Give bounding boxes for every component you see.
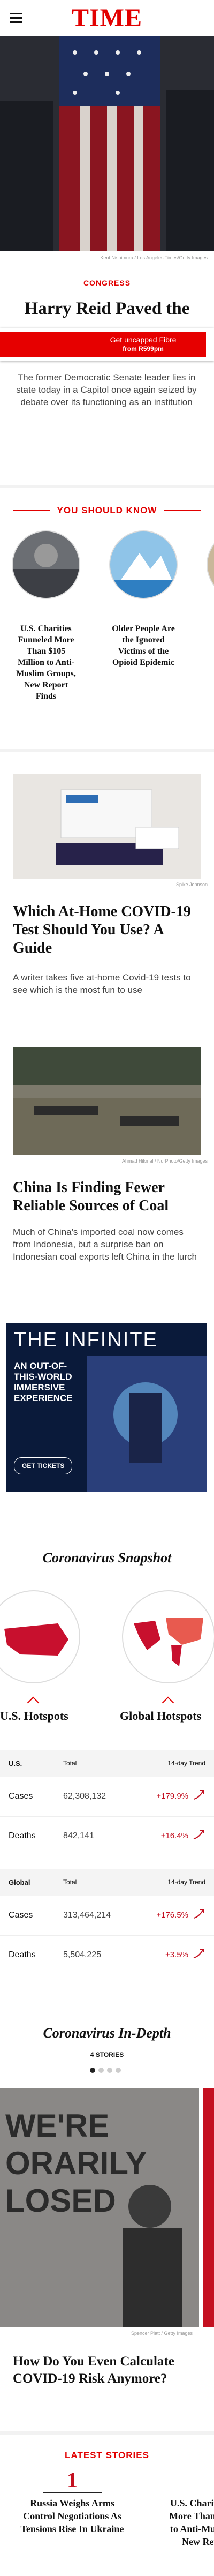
- story-title[interactable]: U.S. Charities Funneled More Than $105 M…: [169, 2498, 214, 2547]
- logo[interactable]: TIME: [71, 4, 142, 32]
- ad-copy: Get uncapped Fibre from R599pm: [80, 332, 206, 357]
- photo-credit: Spike Johnson: [175, 882, 208, 887]
- story-thumb[interactable]: [109, 530, 178, 599]
- rule: [13, 510, 50, 511]
- photo-credit: Kent Nishimura / Los Angeles Times/Getty…: [100, 255, 208, 260]
- headline[interactable]: Which At-Home COVID-19 Test Should You U…: [13, 903, 191, 956]
- svg-text:ORARILY: ORARILY: [5, 2145, 147, 2181]
- header: TIME: [0, 0, 214, 37]
- table-header: U.S. Total 14-day Trend: [0, 1750, 214, 1777]
- rule: [164, 510, 201, 511]
- svg-text:LOSED: LOSED: [5, 2183, 116, 2219]
- story-image[interactable]: WE'RE ORARILY LOSED: [0, 2088, 199, 2327]
- photo-credit: Ahmad Hikmal / NurPhoto/Getty Images: [121, 1158, 208, 1164]
- total: 5,504,225: [63, 1950, 102, 1959]
- photo-credit: Spencer Platt / Getty Images: [131, 2331, 193, 2336]
- map-label[interactable]: U.S. Hotspots: [0, 1709, 68, 1723]
- next-card[interactable]: [203, 2088, 214, 2327]
- ad-text: Get uncapped Fibre: [110, 335, 177, 344]
- story-title[interactable]: Older People Are the Ignored Victims of …: [112, 624, 175, 667]
- menu-icon[interactable]: [10, 13, 22, 23]
- story-image[interactable]: [13, 1047, 201, 1155]
- total: 842,141: [63, 1831, 94, 1840]
- section-label: YOU SHOULD KNOW: [57, 505, 157, 515]
- story-title[interactable]: Russia Weighs Arms Control Negotiations …: [20, 2498, 124, 2534]
- carousel-dots[interactable]: [90, 2066, 121, 2076]
- story-thumb[interactable]: [12, 530, 80, 599]
- region[interactable]: Global: [9, 1878, 30, 1886]
- chevron: [27, 1696, 40, 1709]
- story-image[interactable]: [13, 774, 201, 879]
- hero-image: [0, 36, 214, 251]
- table-header: Global Total 14-day Trend: [0, 1869, 214, 1896]
- headline[interactable]: Harry Reid Paved the: [24, 299, 190, 318]
- trend: +176.5%: [156, 1911, 188, 1920]
- chevron: [162, 1696, 174, 1709]
- rank: 1: [67, 2468, 78, 2492]
- row-label: Deaths: [9, 1831, 36, 1840]
- ad-infinite[interactable]: THE INFINITE AN OUT-OF-THIS-WORLD IMMERS…: [6, 1323, 207, 1492]
- region[interactable]: U.S.: [9, 1759, 22, 1768]
- column-label: Total: [63, 1759, 77, 1767]
- trend: +16.4%: [160, 1831, 188, 1840]
- column-label: 14-day Trend: [167, 1759, 205, 1767]
- headline[interactable]: China Is Finding Fewer Reliable Sources …: [13, 1179, 169, 1214]
- divider: [0, 485, 214, 488]
- divider: [0, 749, 214, 752]
- ad-text: from R599pm: [123, 345, 164, 353]
- story-count: 4 STORIES: [90, 2051, 124, 2058]
- trend: +179.9%: [156, 1792, 188, 1801]
- rule: [43, 2492, 102, 2493]
- headline[interactable]: How Do You Even Calculate COVID-19 Risk …: [13, 2354, 174, 2386]
- dek: A writer takes five at-home Covid-19 tes…: [13, 972, 191, 995]
- ad-edge: [208, 333, 213, 355]
- column-label: Total: [63, 1878, 77, 1886]
- ad-panel: [0, 332, 80, 357]
- trend-icon: [193, 1790, 204, 1800]
- total: 62,308,132: [63, 1792, 106, 1801]
- column-label: 14-day Trend: [167, 1878, 205, 1886]
- map-label[interactable]: Global Hotspots: [120, 1709, 202, 1723]
- trend-icon: [193, 1909, 204, 1919]
- map-thumb[interactable]: [0, 1590, 80, 1683]
- story-thumb[interactable]: [207, 530, 214, 599]
- divider: [0, 2431, 214, 2435]
- total: 313,464,214: [63, 1911, 111, 1920]
- row-label: Cases: [9, 1911, 33, 1920]
- ad-title: THE INFINITE: [14, 1329, 158, 1351]
- table-row: Cases 313,464,214 +176.5%: [0, 1896, 214, 1936]
- section-title: Coronavirus In-Depth: [43, 2025, 171, 2041]
- table-row: Deaths 842,141 +16.4%: [0, 1816, 214, 1856]
- trend: +3.5%: [165, 1950, 188, 1959]
- section-label: LATEST STORIES: [65, 2450, 149, 2460]
- ad-button[interactable]: GET TICKETS: [14, 1457, 73, 1474]
- map-thumb[interactable]: [122, 1590, 214, 1683]
- trend-icon: [193, 1949, 204, 1958]
- ad-banner[interactable]: Get uncapped Fibre from R599pm: [0, 328, 214, 361]
- trend-icon: [193, 1830, 204, 1839]
- row-label: Cases: [9, 1792, 33, 1801]
- svg-text:WE'RE: WE'RE: [5, 2108, 109, 2144]
- ad-text: AN OUT-OF-THIS-WORLD IMMERSIVE EXPERIENC…: [14, 1361, 86, 1404]
- row-label: Deaths: [9, 1950, 36, 1959]
- table-row: Cases 62,308,132 +179.9%: [0, 1777, 214, 1817]
- section-title: Coronavirus Snapshot: [42, 1550, 172, 1566]
- dek: The former Democratic Senate leader lies…: [16, 372, 197, 407]
- story-title[interactable]: U.S. Charities Funneled More Than $105 M…: [16, 624, 76, 701]
- dek: Much of China's imported coal now comes …: [13, 1227, 197, 1262]
- section-label[interactable]: CONGRESS: [83, 279, 131, 287]
- table-row: Deaths 5,504,225 +3.5%: [0, 1935, 214, 1975]
